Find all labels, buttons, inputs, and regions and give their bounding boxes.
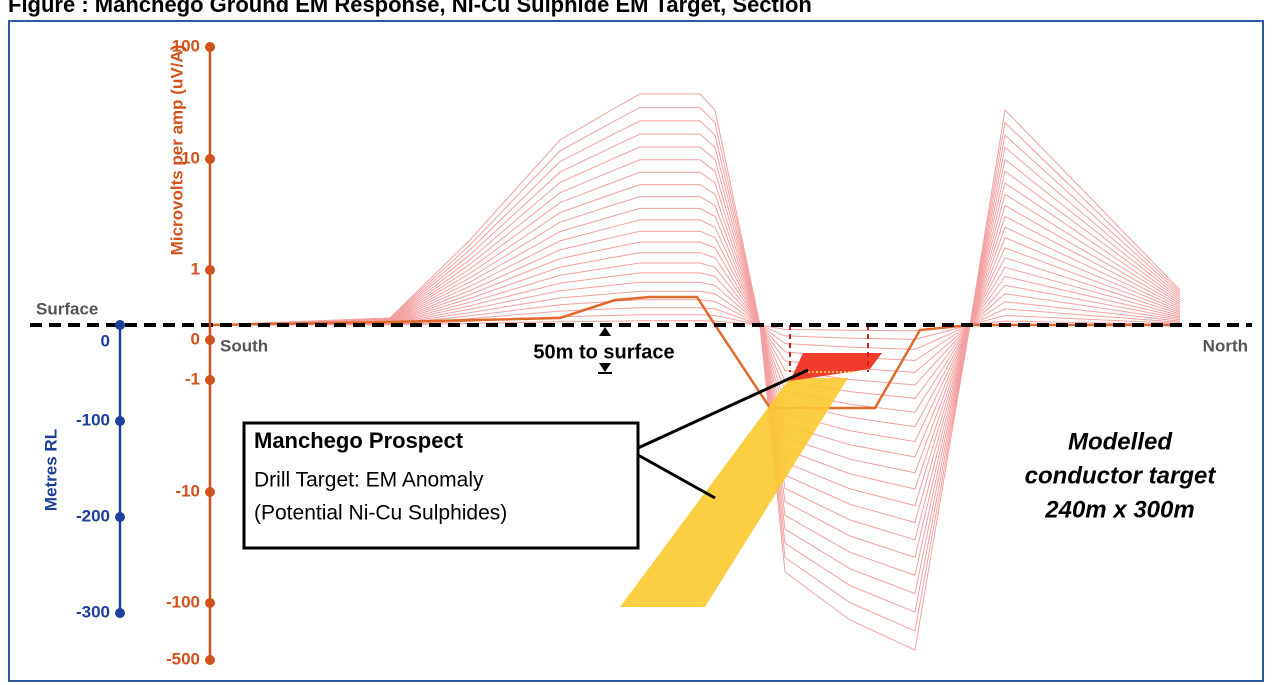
em-tick-label: 0 [191,329,200,348]
depth-axis-label: Metres RL [41,429,60,511]
depth-tick-label: -300 [76,602,110,621]
em-tick-label: -100 [166,592,200,611]
em-profile [209,159,1181,559]
arrow-up [599,327,611,336]
em-profile [209,93,1181,651]
em-profile [209,196,1181,507]
em-profile [209,262,1181,413]
depth-tick-label: -200 [76,506,110,525]
em-tick [205,154,215,164]
em-profile [209,272,1181,399]
em-tick [205,335,215,345]
figure-title: Figure : Manchego Ground EM Response, Ni… [8,0,812,17]
em-profile [209,171,1181,541]
em-profile [209,252,1181,428]
em-tick [205,375,215,385]
callout-line: Drill Target: EM Anomaly [254,469,484,492]
depth-tick [115,320,125,330]
em-profile [209,241,1181,443]
em-axis-label: Microvolts per amp (uV/A) [167,45,186,256]
em-tick [205,655,215,665]
depth-tick-label: 0 [101,331,110,350]
drill-target [790,353,882,381]
arrow-down [599,363,611,372]
highlight-profile [209,295,1180,410]
em-tick [205,598,215,608]
depth-tick [115,416,125,426]
depth-tick [115,608,125,618]
frame [8,20,1264,682]
model-note: Modelled [1068,428,1173,455]
em-tick-label: 1 [191,259,200,278]
callout-line: (Potential Ni-Cu Sulphides) [254,502,507,525]
callout-box [242,421,640,550]
em-profile [209,219,1181,474]
em-profile [209,120,1181,613]
callout-title: Manchego Prospect [254,428,464,453]
em-tick [205,487,215,497]
em-profile [209,107,1181,632]
depth-annotation: 50m to surface [533,341,674,363]
em-tick-label: 10 [181,148,200,167]
em-tick-label: -1 [185,369,200,388]
south-label: South [220,336,268,355]
model-note: 240m x 300m [1044,496,1194,523]
em-profile [209,281,1181,386]
callout-pointer [637,368,809,450]
conductor-plate [620,378,848,607]
depth-tick [115,512,125,522]
em-profile [209,307,1181,350]
depth-tick-label: -100 [76,410,110,429]
callout-pointer [637,453,716,500]
em-profile [209,207,1181,490]
em-profile [209,146,1181,577]
em-profile [209,184,1181,524]
em-tick-label: -500 [166,649,200,668]
surface-label: Surface [36,299,98,318]
em-tick [205,265,215,275]
em-tick-label: 100 [172,36,200,55]
model-note: conductor target [1025,462,1217,489]
north-label: North [1203,336,1248,355]
em-tick-label: -10 [175,481,200,500]
em-profile [209,290,1181,373]
em-profile [209,230,1181,458]
em-tick [205,42,215,52]
em-profile [209,299,1181,361]
em-profile [209,133,1181,595]
